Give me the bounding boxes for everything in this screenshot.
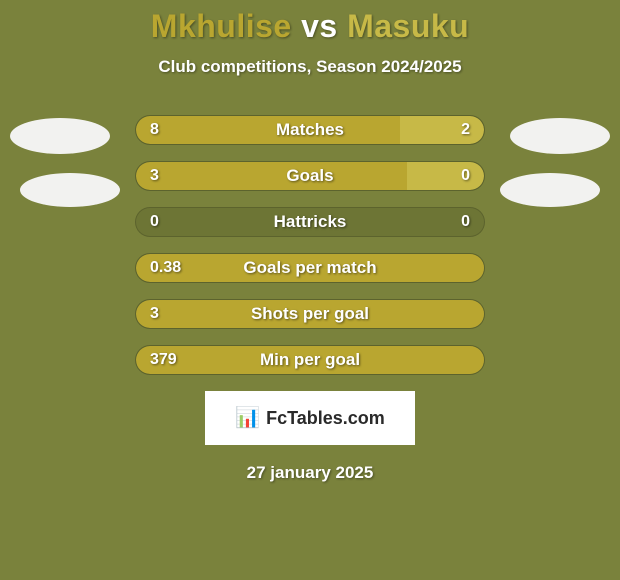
stat-value-right: 2	[461, 116, 470, 144]
stat-row: 0.38Goals per match	[135, 253, 485, 283]
stat-label: Hattricks	[136, 208, 484, 236]
subtitle: Club competitions, Season 2024/2025	[0, 57, 620, 77]
brand-text: FcTables.com	[266, 408, 385, 429]
stat-label: Goals per match	[136, 254, 484, 282]
player1-avatar	[10, 118, 110, 154]
stat-label: Shots per goal	[136, 300, 484, 328]
player2-name: Masuku	[347, 8, 469, 44]
stat-row: 3Goals0	[135, 161, 485, 191]
snapshot-date: 27 january 2025	[0, 463, 620, 483]
comparison-card: Mkhulise vs Masuku Club competitions, Se…	[0, 0, 620, 580]
player2-club-badge	[500, 173, 600, 207]
brand-logo[interactable]: 📊 FcTables.com	[205, 391, 415, 445]
chart-icon: 📊	[235, 408, 260, 428]
stat-value-right: 0	[461, 162, 470, 190]
stat-row: 8Matches2	[135, 115, 485, 145]
stat-row: 0Hattricks0	[135, 207, 485, 237]
player2-avatar	[510, 118, 610, 154]
player1-name: Mkhulise	[151, 8, 292, 44]
stat-label: Goals	[136, 162, 484, 190]
stat-row: 379Min per goal	[135, 345, 485, 375]
player1-club-badge	[20, 173, 120, 207]
stat-row: 3Shots per goal	[135, 299, 485, 329]
stats-list: 8Matches23Goals00Hattricks00.38Goals per…	[135, 115, 485, 375]
stat-label: Min per goal	[136, 346, 484, 374]
stat-label: Matches	[136, 116, 484, 144]
vs-text: vs	[301, 8, 338, 44]
stat-value-right: 0	[461, 208, 470, 236]
page-title: Mkhulise vs Masuku	[0, 8, 620, 45]
